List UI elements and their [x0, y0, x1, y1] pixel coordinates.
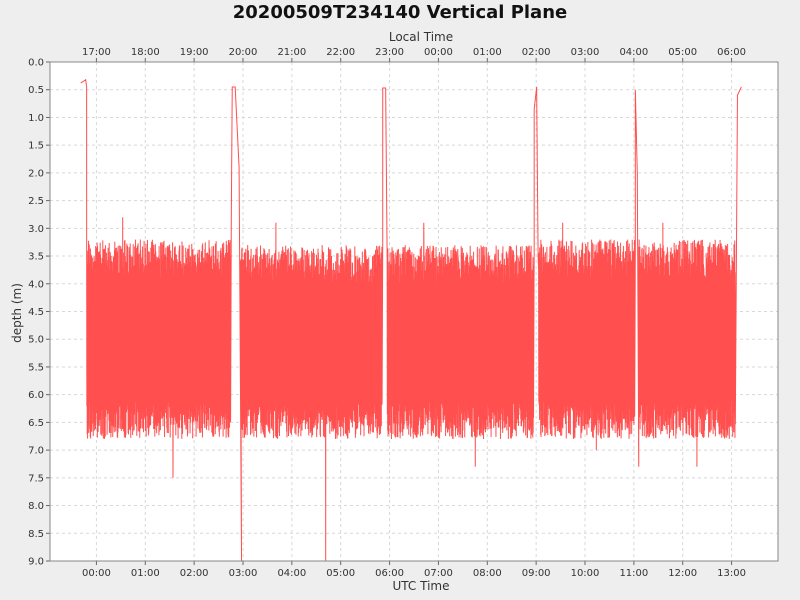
- x-tick-label-local: 01:00: [473, 47, 502, 58]
- y-tick-label: 2.0: [28, 168, 44, 179]
- y-tick-label: 4.5: [28, 307, 44, 318]
- x-tick-label-utc: 04:00: [277, 568, 306, 579]
- y-tick-label: 8.0: [28, 501, 44, 512]
- x-tick-label-local: 04:00: [619, 47, 648, 58]
- chart-title: 20200509T234140 Vertical Plane: [233, 2, 567, 23]
- y-tick-label: 8.5: [28, 529, 44, 540]
- y-tick-label: 7.0: [28, 446, 44, 457]
- x-tick-label-local: 00:00: [424, 47, 453, 58]
- x-tick-label-utc: 09:00: [522, 568, 551, 579]
- depth-series: [80, 78, 742, 562]
- y-tick-label: 7.5: [28, 473, 44, 484]
- x-tick-label-utc: 00:00: [82, 568, 111, 579]
- y-tick-label: 4.0: [28, 279, 44, 290]
- x-tick-label-utc: 11:00: [619, 568, 648, 579]
- x-tick-label-utc: 12:00: [668, 568, 697, 579]
- x-tick-label-utc: 01:00: [131, 568, 160, 579]
- x-tick-label-local: 19:00: [180, 47, 209, 58]
- plot-frame: [49, 61, 779, 562]
- y-tick-label: 0.0: [28, 58, 44, 69]
- x-tick-label-local: 18:00: [131, 47, 160, 58]
- x-tick-label-utc: 13:00: [717, 568, 746, 579]
- x-tick-label-local: 21:00: [277, 47, 306, 58]
- x-tick-label-local: 03:00: [571, 47, 600, 58]
- x-tick-label-utc: 06:00: [375, 568, 404, 579]
- y-tick-label: 0.5: [28, 85, 44, 96]
- y-tick-label: 3.0: [28, 224, 44, 235]
- y-tick-label: 5.5: [28, 362, 44, 373]
- x-tick-label-utc: 07:00: [424, 568, 453, 579]
- y-tick-label: 1.5: [28, 141, 44, 152]
- x-tick-label-utc: 08:00: [473, 568, 502, 579]
- y-tick-label: 1.0: [28, 113, 44, 124]
- x-tick-label-local: 02:00: [522, 47, 551, 58]
- x-tick-label-utc: 02:00: [180, 568, 209, 579]
- y-tick-label: 6.5: [28, 418, 44, 429]
- y-tick-label: 5.0: [28, 335, 44, 346]
- y-tick-label: 6.0: [28, 390, 44, 401]
- axes: 0.0 0.5 1.0 1.5 2.0 2.5 3.0 3.5 4.0 4.5 5.0 5.5 6.0 6…: [28, 47, 779, 579]
- x-tick-label-local: 23:00: [375, 47, 404, 58]
- x-tick-label-local: 06:00: [717, 47, 746, 58]
- y-axis-title: depth (m): [10, 283, 24, 343]
- x-tick-label-utc: 03:00: [229, 568, 258, 579]
- x-tick-label-local: 20:00: [229, 47, 258, 58]
- x-tick-label-local: 22:00: [326, 47, 355, 58]
- depth-line: [80, 78, 742, 562]
- x-tick-label-local: 17:00: [82, 47, 111, 58]
- y-tick-label: 9.0: [28, 557, 44, 568]
- x-tick-label-utc: 10:00: [571, 568, 600, 579]
- y-tick-label: 2.5: [28, 196, 44, 207]
- x-tick-label-local: 05:00: [668, 47, 697, 58]
- bottom-axis-title: UTC Time: [393, 579, 450, 593]
- y-tick-label: 3.5: [28, 252, 44, 263]
- top-axis-title: Local Time: [389, 30, 453, 44]
- x-tick-label-utc: 05:00: [326, 568, 355, 579]
